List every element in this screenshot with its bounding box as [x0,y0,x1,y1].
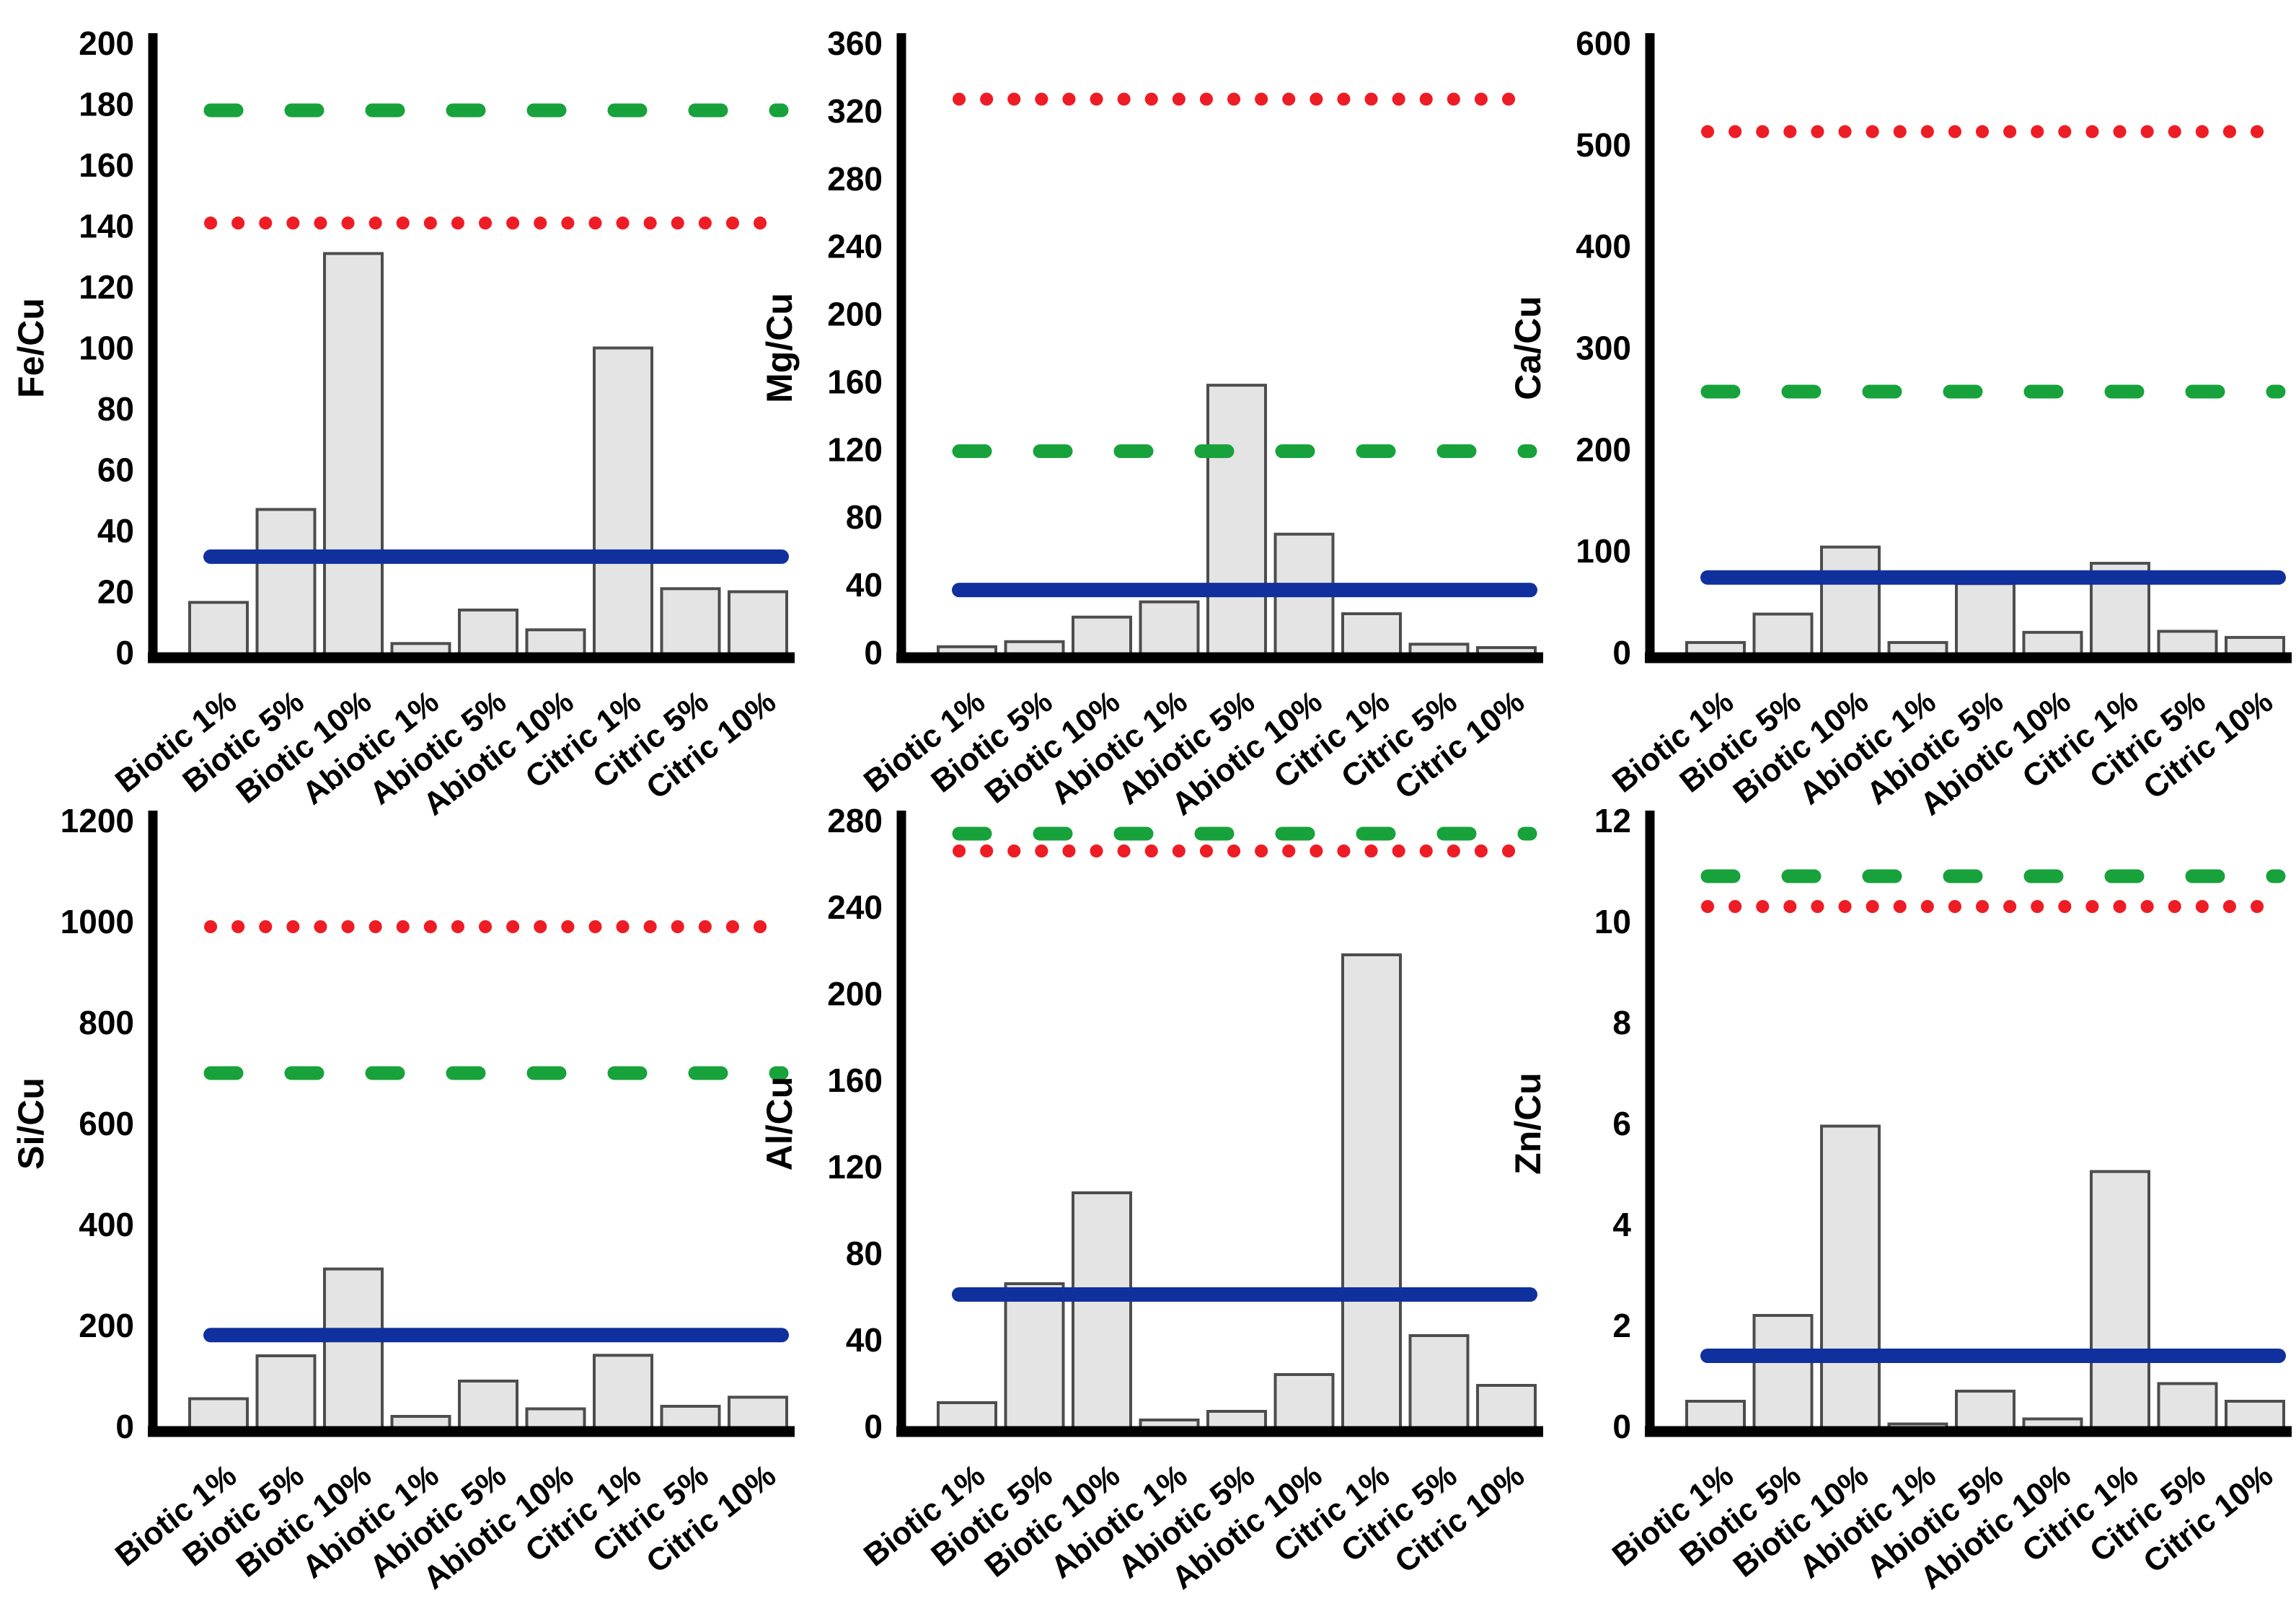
bar-biotic-1pct [188,601,249,656]
bar-abiotic-5pct [1955,582,2015,657]
y-tick-label: 1200 [61,802,134,839]
y-tick-label: 120 [827,431,883,468]
y-tick-label: 200 [827,296,883,333]
bar-citric-5pct [660,587,721,657]
bar-biotic-1pct [188,1397,249,1430]
bar-biotic-10pct [1072,615,1132,656]
y-tick-label: 80 [97,390,134,428]
y-tick-label: 0 [1612,634,1631,671]
bar-biotic-5pct [255,508,317,656]
y-tick-label: 240 [827,228,883,265]
y-tick-label: 100 [79,330,134,367]
bar-biotic-5pct [255,1354,317,1430]
y-axis-title-zn-cu: Zn/Cu [1508,1072,1548,1175]
y-tick-label: 200 [79,1307,134,1344]
y-tick-label: 80 [846,1235,883,1272]
y-tick-label: 1000 [61,903,134,940]
bar-citric-5pct [1408,1334,1470,1430]
y-tick-label: 160 [827,363,883,400]
bar-abiotic-10pct [525,628,586,656]
y-tick-label: 40 [846,1321,883,1359]
y-tick-label: 10 [1594,903,1631,940]
y-tick-label: 160 [827,1062,883,1099]
bar-abiotic-10pct [1273,1373,1335,1430]
y-tick-label: 280 [827,802,883,839]
y-tick-label: 6 [1612,1105,1631,1142]
bar-citric-10pct [2225,1400,2285,1430]
y-tick-label: 0 [864,1408,883,1445]
y-tick-label: 0 [115,1408,134,1445]
bar-biotic-5pct [1004,1282,1065,1430]
bar-citric-1pct [1341,612,1402,657]
y-axis-title-ca-cu: Ca/Cu [1508,296,1548,400]
bar-biotic-10pct [1820,1124,1881,1430]
bar-biotic-1pct [937,1401,997,1430]
y-tick-label: 0 [1612,1408,1631,1445]
y-tick-label: 60 [97,451,134,489]
y-tick-label: 300 [1576,330,1631,367]
y-tick-label: 4 [1612,1206,1631,1243]
y-tick-label: 40 [97,512,134,550]
y-tick-label: 400 [1576,228,1631,265]
bar-biotic-5pct [1752,1314,1814,1430]
y-tick-label: 20 [97,573,134,611]
bar-biotic-10pct [323,252,384,656]
y-axis-title-al-cu: Al/Cu [759,1077,800,1171]
y-tick-label: 40 [846,566,883,604]
bar-abiotic-5pct [458,1380,518,1430]
y-tick-label: 360 [827,25,883,62]
bar-citric-5pct [2157,1382,2218,1430]
bar-abiotic-5pct [1206,1410,1267,1430]
y-tick-label: 500 [1576,126,1631,164]
y-tick-label: 160 [79,146,134,184]
bar-abiotic-1pct [1139,600,1200,656]
bar-citric-1pct [593,346,653,656]
bar-citric-10pct [728,1395,788,1431]
y-tick-label: 12 [1594,802,1631,839]
y-tick-label: 0 [115,634,134,671]
y-tick-label: 140 [79,208,134,245]
bar-abiotic-10pct [2022,630,2083,656]
bar-citric-1pct [2090,1170,2150,1430]
y-tick-label: 120 [827,1148,883,1186]
y-tick-label: 100 [1576,532,1631,570]
bar-citric-10pct [2225,635,2285,656]
y-tick-label: 200 [827,975,883,1013]
y-tick-label: 320 [827,92,883,130]
y-tick-label: 240 [827,888,883,926]
y-tick-label: 200 [79,25,134,62]
bar-citric-5pct [2157,630,2218,656]
bar-abiotic-5pct [1206,384,1267,657]
y-tick-label: 200 [1576,431,1631,468]
bar-biotic-5pct [1752,612,1814,657]
bar-citric-1pct [593,1354,653,1431]
y-tick-label: 400 [79,1206,134,1243]
y-tick-label: 0 [864,634,883,671]
y-tick-label: 2 [1612,1307,1631,1344]
y-axis-title-mg-cu: Mg/Cu [759,293,800,403]
y-axis-title-fe-cu: Fe/Cu [11,298,51,398]
bar-abiotic-5pct [1955,1390,2015,1430]
bar-citric-10pct [728,590,788,656]
bar-biotic-10pct [1820,545,1881,656]
bar-citric-5pct [660,1405,721,1430]
bar-abiotic-5pct [458,608,518,656]
bar-biotic-10pct [323,1267,384,1430]
bar-biotic-10pct [1072,1191,1132,1430]
y-tick-label: 600 [79,1105,134,1142]
bar-citric-10pct [1476,1384,1537,1430]
y-axis-title-si-cu: Si/Cu [11,1077,51,1170]
bar-abiotic-10pct [525,1407,586,1430]
bar-citric-1pct [1341,953,1402,1430]
y-tick-label: 600 [1576,25,1631,62]
y-tick-label: 80 [846,498,883,536]
y-tick-label: 8 [1612,1004,1631,1041]
y-tick-label: 180 [79,86,134,123]
y-tick-label: 800 [79,1004,134,1041]
y-tick-label: 280 [827,160,883,198]
bar-biotic-1pct [1685,1400,1746,1430]
y-tick-label: 120 [79,268,134,306]
